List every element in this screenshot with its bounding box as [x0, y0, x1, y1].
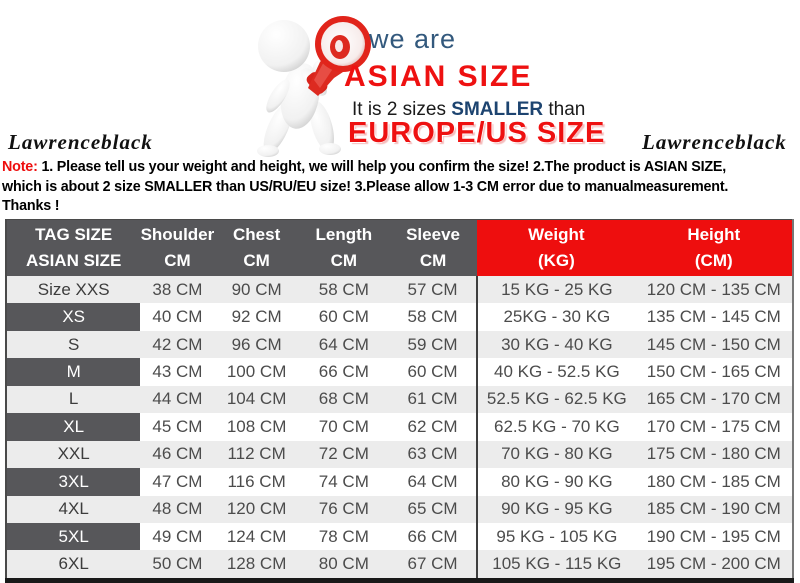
banner-smaller-post: than [548, 99, 586, 120]
megaphone-icon [306, 16, 371, 96]
header-length: Length CM [298, 219, 389, 276]
table-row: 6XL 50 CM 128 CM 80 CM 67 CM 105 KG - 11… [6, 550, 793, 581]
header-tag-size: TAG SIZE ASIAN SIZE [6, 219, 141, 276]
size-cell: XXL [57, 444, 90, 464]
note-text-1: 1. Please tell us your weight and height… [41, 158, 727, 175]
size-cell: M [6, 358, 141, 386]
header-chest: Chest CM [214, 219, 299, 276]
size-cell: 6XL [58, 554, 89, 574]
note-line-1: Note: 1. Please tell us your weight and … [2, 157, 764, 177]
brand-name-right: Lawrenceblack [642, 130, 787, 154]
size-cell: XL [6, 413, 141, 441]
size-cell: 5XL [6, 522, 141, 551]
banner-smaller-line: It is 2 sizes SMALLER than [352, 99, 585, 121]
header-height: Height (CM) [635, 219, 793, 276]
table-row: Size XXS 38 CM 90 CM 58 CM 57 CM 15 KG -… [6, 276, 793, 304]
brand-name-left: Lawrenceblack [8, 130, 153, 154]
table-row: M 43 CM 100 CM 66 CM 60 CM 40 KG - 52.5 … [6, 358, 793, 386]
table-row: XL 45 CM 108 CM 70 CM 62 CM 62.5 KG - 70… [6, 413, 793, 441]
note-prefix: Note: [2, 158, 38, 175]
size-cell: 3XL [6, 468, 141, 496]
table-row: S 42 CM 96 CM 64 CM 59 CM 30 KG - 40 KG … [6, 330, 793, 359]
note-line-3: Thanks ! [2, 197, 60, 214]
table-row: 5XL 49 CM 124 CM 78 CM 66 CM 95 KG - 105… [6, 522, 793, 551]
size-cell: XS [6, 303, 141, 331]
banner-smaller-pre: It is 2 sizes [352, 99, 446, 120]
table-row: XS 40 CM 92 CM 60 CM 58 CM 25KG - 30 KG … [6, 303, 793, 331]
size-cell: Size XXS [37, 279, 110, 299]
table-row: 3XL 47 CM 116 CM 74 CM 64 CM 80 KG - 90 … [6, 468, 793, 496]
banner-europe-size: EUROPE/US SIZE [348, 117, 606, 149]
size-cell: S [67, 334, 80, 354]
table-header-row: TAG SIZE ASIAN SIZE Shoulder CM Chest CM… [6, 219, 793, 276]
announcer-figure [248, 0, 372, 162]
megaphone-man-illustration [257, 16, 371, 157]
banner-we-are: we are [369, 24, 457, 54]
figure-head [258, 20, 310, 72]
header-weight: Weight (KG) [477, 219, 636, 276]
table-row: XXL 46 CM 112 CM 72 CM 63 CM 70 KG - 80 … [6, 440, 793, 469]
table-row: 4XL 48 CM 120 CM 76 CM 65 CM 90 KG - 95 … [6, 495, 793, 523]
size-note: Note: 1. Please tell us your weight and … [2, 157, 800, 216]
header-sleeve: Sleeve CM [388, 219, 478, 276]
size-chart-table: TAG SIZE ASIAN SIZE Shoulder CM Chest CM… [5, 219, 794, 583]
figure-arm-left [266, 79, 290, 113]
header-shoulder: Shoulder CM [140, 219, 215, 276]
size-cell: 4XL [58, 499, 89, 519]
banner-smaller-word: SMALLER [451, 99, 544, 120]
note-line-2: which is about 2 size SMALLER than US/RU… [2, 177, 729, 195]
banner-asian-size: ASIAN SIZE [344, 60, 533, 93]
table-row: L 44 CM 104 CM 68 CM 61 CM 52.5 KG - 62.… [6, 385, 793, 414]
size-cell: L [68, 389, 79, 409]
